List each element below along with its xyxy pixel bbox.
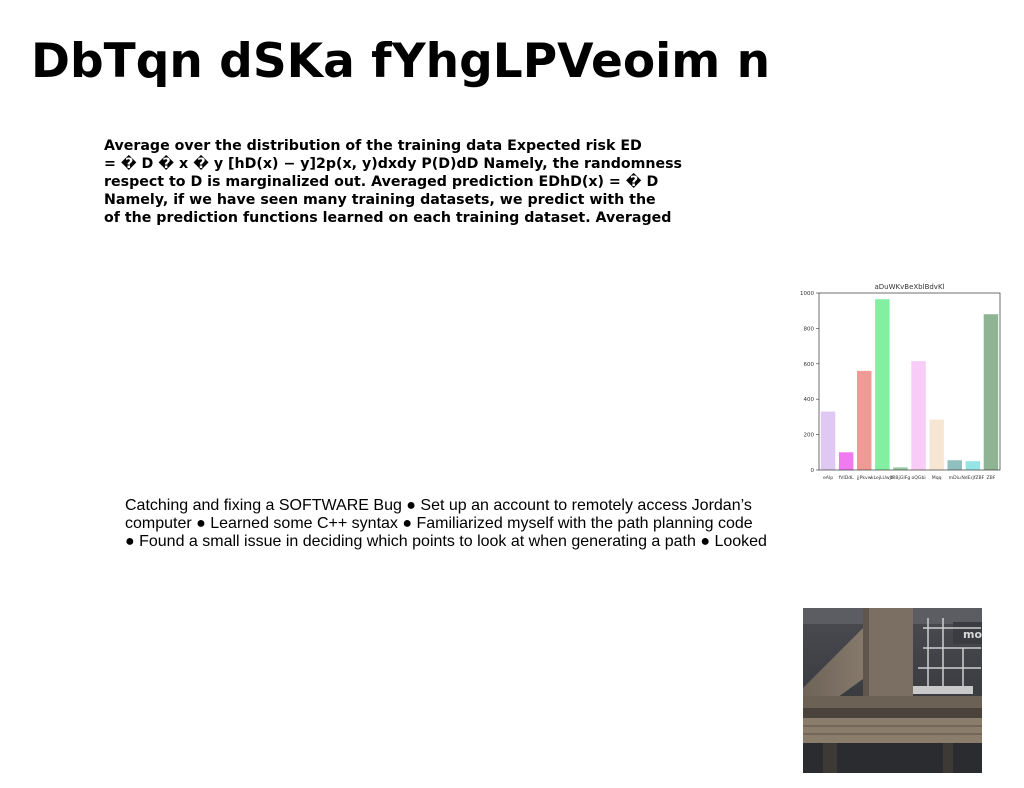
x-tick-label: ZBF — [986, 475, 995, 481]
building-photo-art: mo — [803, 608, 982, 773]
y-tick-label: 1000 — [800, 291, 814, 297]
bar — [929, 419, 944, 470]
y-tick-label: 600 — [804, 362, 815, 368]
plot-frame — [818, 292, 1001, 471]
theory-paragraph: Average over the distribution of the tra… — [104, 137, 704, 227]
bug-paragraph: Catching and fixing a SOFTWARE Bug ● Set… — [125, 497, 785, 551]
theory-line: of the prediction functions learned on e… — [104, 210, 672, 226]
x-tick-label: NdErjfZBF — [961, 475, 984, 481]
x-tick-label: mDiu — [949, 475, 961, 481]
bar — [983, 314, 999, 470]
bar — [893, 467, 908, 470]
x-tick-label: kLejLUwJa — [871, 475, 894, 481]
bar — [857, 370, 872, 470]
bar — [947, 460, 962, 470]
y-tick-label: 800 — [804, 326, 815, 332]
y-tick-label: 400 — [804, 397, 815, 403]
x-tick-label: jjPkvw — [856, 475, 872, 481]
photo-sign-text: mo — [963, 628, 982, 641]
bug-line: Catching and fixing a SOFTWARE Bug ● Set… — [125, 497, 752, 514]
theory-line: respect to D is marginalized out. Averag… — [104, 174, 659, 190]
x-tick-label: oQGbi — [911, 475, 925, 481]
theory-line: Average over the distribution of the tra… — [104, 138, 642, 154]
y-tick-label: 0 — [811, 468, 815, 474]
theory-line: Namely, if we have seen many training da… — [104, 192, 656, 208]
bug-line: computer ● Learned some C++ syntax ● Fam… — [125, 515, 753, 532]
chart-title: aDuWKvBeXblBdvKl — [875, 283, 945, 291]
bar — [838, 452, 854, 470]
bar — [820, 411, 836, 470]
bar — [911, 361, 926, 470]
x-tick-label: fRBjGIFg — [891, 475, 911, 481]
bar-chart: aDuWKvBeXblBdvKl 0 200 400 600 800 1000 eAlp fVI… — [788, 278, 1006, 488]
building-photo: mo — [803, 608, 982, 773]
theory-line: = � D � x � y [hD(x) − y]2p(x, y)dxdy P(… — [104, 156, 682, 172]
bug-line: ● Found a small issue in deciding which … — [125, 533, 767, 550]
bar — [875, 299, 890, 470]
x-tick-label: fVIDdL — [839, 475, 855, 481]
x-tick-label: Mqq — [932, 475, 942, 481]
y-tick-label: 200 — [804, 433, 815, 439]
bar — [965, 461, 981, 470]
slide-title: DbTqn dSKa fYhgLPVeoim n — [31, 34, 771, 89]
bar-chart-svg: aDuWKvBeXblBdvKl 0 200 400 600 800 1000 eAlp fVI… — [800, 283, 1001, 481]
x-tick-label: eAlp — [823, 475, 833, 481]
